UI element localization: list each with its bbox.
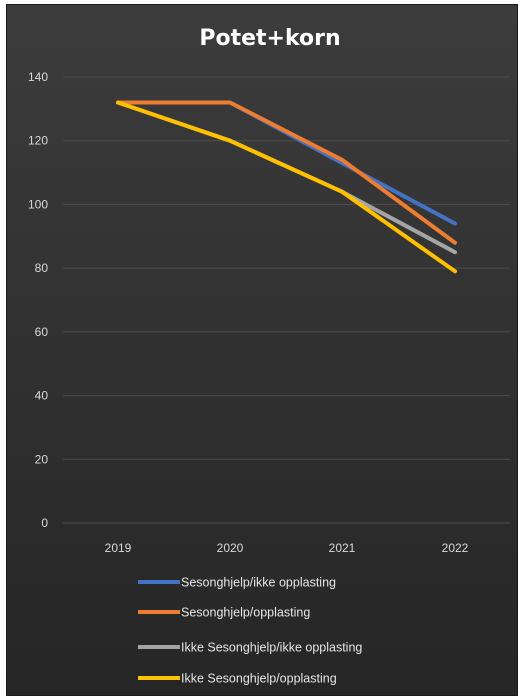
y-axis-ticks: 0 20 40 60 80 100 120 140 xyxy=(28,70,48,530)
legend-label-4: Ikke Sesonghjelp/opplasting xyxy=(181,672,337,686)
plot-series xyxy=(116,100,457,274)
y-tick-label: 140 xyxy=(28,70,48,84)
legend-label-2: Sesonghjelp/opplasting xyxy=(181,606,310,620)
gridlines xyxy=(63,76,510,524)
x-axis-ticks: 2019 2020 2021 2022 xyxy=(105,541,469,555)
y-tick-label: 0 xyxy=(41,516,48,530)
y-tick-label: 60 xyxy=(35,325,49,339)
x-tick-label: 2022 xyxy=(442,541,469,555)
y-tick-label: 120 xyxy=(28,134,48,148)
legend-label-1: Sesonghjelp/ikke opplasting xyxy=(181,576,336,590)
legend-label-3: Ikke Sesonghjelp/ikke opplasting xyxy=(181,641,362,655)
x-tick-label: 2021 xyxy=(329,541,356,555)
series-line-4 xyxy=(116,100,457,274)
x-tick-label: 2020 xyxy=(217,541,244,555)
series-line-3 xyxy=(116,100,457,255)
x-tick-label: 2019 xyxy=(105,541,132,555)
y-tick-label: 80 xyxy=(35,261,49,275)
y-tick-label: 20 xyxy=(35,452,49,466)
legend: Sesonghjelp/ikke opplasting Sesonghjelp/o… xyxy=(138,576,362,686)
y-tick-label: 40 xyxy=(35,389,49,403)
y-tick-label: 100 xyxy=(28,197,48,211)
chart-title: Potet+korn xyxy=(199,26,340,51)
series-line-2 xyxy=(116,100,457,245)
